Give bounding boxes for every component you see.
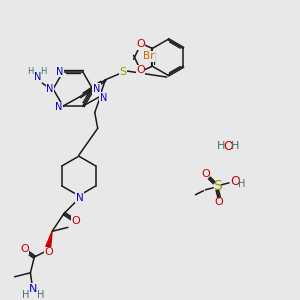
Text: O: O xyxy=(45,247,54,257)
Text: N: N xyxy=(93,84,100,94)
Text: N: N xyxy=(34,72,41,82)
Text: O: O xyxy=(201,169,210,179)
Text: O: O xyxy=(136,65,145,75)
Text: O: O xyxy=(215,196,224,207)
Text: H: H xyxy=(231,141,239,151)
Text: O: O xyxy=(20,244,29,254)
Text: H: H xyxy=(27,67,34,76)
Text: N: N xyxy=(100,93,107,103)
Text: H: H xyxy=(40,67,46,76)
Text: O: O xyxy=(223,140,233,153)
Text: S: S xyxy=(213,179,222,193)
Text: N: N xyxy=(56,102,63,112)
Text: H: H xyxy=(217,141,225,151)
Text: H: H xyxy=(238,179,246,189)
Text: H: H xyxy=(22,290,29,300)
Text: N: N xyxy=(46,84,54,94)
Text: O: O xyxy=(136,40,145,50)
Text: Br: Br xyxy=(143,51,154,61)
Text: O: O xyxy=(71,216,80,226)
Text: O: O xyxy=(230,176,240,188)
Text: N: N xyxy=(29,284,38,294)
Text: N: N xyxy=(76,193,84,203)
Text: H: H xyxy=(37,290,44,300)
Text: N: N xyxy=(56,67,64,77)
Polygon shape xyxy=(46,231,52,248)
Text: S: S xyxy=(120,67,127,77)
